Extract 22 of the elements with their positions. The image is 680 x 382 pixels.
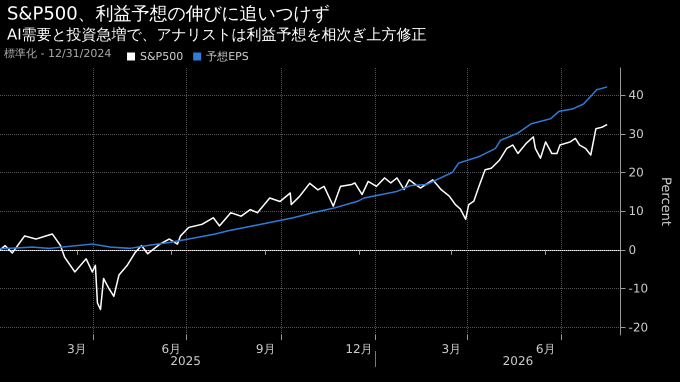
- x-tick-label: 12月: [345, 342, 373, 356]
- y-tick-label: 40: [628, 88, 644, 102]
- x2-tick-label: 2025: [170, 354, 201, 368]
- x-tick-label: 3月: [441, 342, 462, 356]
- legend-label: 予想EPS: [206, 50, 249, 63]
- legend-label: S&P500: [140, 50, 184, 63]
- y-tick-label: 0: [628, 242, 636, 257]
- x-tick-label: 3月: [67, 342, 87, 356]
- x-tick-label: 9月: [256, 342, 276, 356]
- chart-subtitle: AI需要と投資急増で、アナリストは利益予想を相次ぎ上方修正: [7, 26, 427, 44]
- legend-title: 標準化 - 12/31/2024: [4, 47, 112, 60]
- y-tick-label: -10: [628, 282, 648, 296]
- x-tick-label: 6月: [161, 342, 182, 356]
- y-tick-label: 30: [628, 126, 644, 141]
- y-tick-label: 10: [628, 204, 644, 218]
- y-axis-title: Percent: [658, 177, 673, 226]
- x-tick-label: 6月: [536, 342, 556, 356]
- x2-tick-label: 2026: [502, 354, 534, 368]
- y-tick-label: 20: [628, 165, 644, 180]
- y-tick-label: -20: [628, 320, 648, 334]
- line-series: [0, 86, 608, 250]
- chart-title: S&P500、利益予想の伸びに追いつけず: [7, 4, 330, 24]
